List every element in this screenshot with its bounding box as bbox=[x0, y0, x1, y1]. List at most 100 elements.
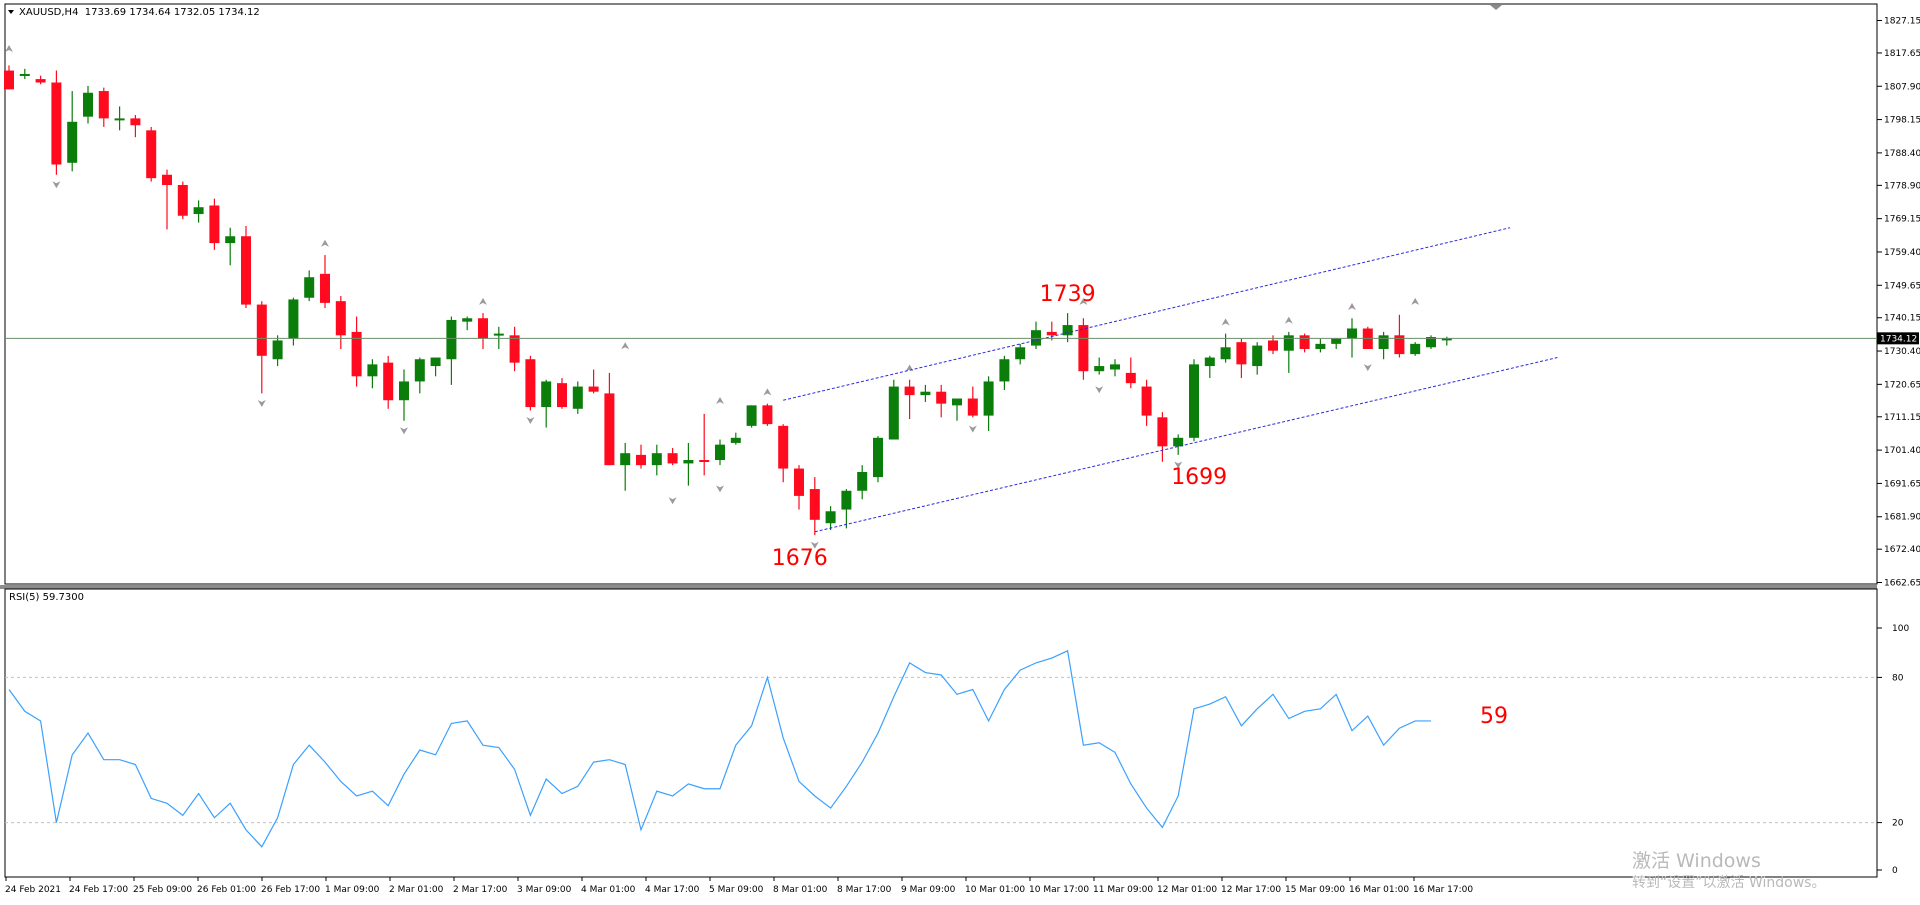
candle-body bbox=[146, 130, 157, 179]
time-axis-label: 2 Mar 01:00 bbox=[389, 885, 444, 895]
fractal-up-arrow-icon bbox=[1348, 302, 1356, 310]
candle-body bbox=[162, 174, 172, 186]
current-price-box bbox=[1877, 332, 1919, 345]
time-axis[interactable]: 24 Feb 2021 24 Feb 17:00 25 Feb 09:00 26 Fe… bbox=[5, 877, 1473, 895]
candle-body bbox=[588, 386, 599, 392]
rsi-axis[interactable]: 100 80 20 0 bbox=[1877, 624, 1909, 876]
annotation-low-1699: 1699 bbox=[1171, 465, 1227, 490]
candle-body bbox=[288, 299, 299, 339]
candle-body bbox=[825, 511, 836, 524]
price-axis[interactable]: 1827.15 1817.65 1807.90 1798.15 1788.40 1778.… bbox=[1884, 17, 1920, 589]
rsi-axis-label: 100 bbox=[1892, 624, 1909, 634]
candle-body bbox=[1268, 340, 1278, 351]
candle-body bbox=[67, 121, 78, 163]
fractal-down-arrow-icon bbox=[1363, 364, 1372, 372]
symbol-header: XAUUSD,H4 1733.69 1734.64 1732.05 1734.1… bbox=[19, 7, 260, 18]
price-axis-label: 1662.65 bbox=[1884, 579, 1920, 589]
candle-body bbox=[1110, 364, 1120, 370]
price-axis-label: 1681.90 bbox=[1884, 513, 1920, 523]
candle-body bbox=[367, 364, 378, 377]
scroll-shift-marker-icon[interactable] bbox=[1490, 5, 1502, 10]
pane-separator[interactable] bbox=[0, 585, 1877, 589]
candle-body bbox=[493, 333, 504, 336]
time-axis-label: 4 Mar 01:00 bbox=[581, 885, 636, 895]
price-axis-label: 1691.65 bbox=[1884, 479, 1920, 489]
candles-layer bbox=[4, 65, 1452, 536]
time-axis-label: 15 Mar 09:00 bbox=[1285, 885, 1345, 895]
fractal-up-arrow-icon bbox=[716, 396, 724, 404]
time-axis-label: 12 Mar 01:00 bbox=[1157, 885, 1217, 895]
time-axis-label: 25 Feb 09:00 bbox=[133, 885, 192, 895]
candle-body bbox=[509, 335, 520, 363]
channel-line bbox=[783, 227, 1511, 401]
candle-body bbox=[1141, 386, 1152, 416]
candle-body bbox=[1062, 325, 1073, 336]
candle-body bbox=[130, 118, 141, 126]
fractal-down-arrow-icon bbox=[526, 417, 535, 425]
price-axis-label: 1759.40 bbox=[1884, 248, 1920, 258]
price-axis-label: 1749.65 bbox=[1884, 281, 1920, 291]
candle-body bbox=[557, 383, 567, 408]
candle-body bbox=[83, 92, 93, 117]
price-axis-label: 1701.40 bbox=[1884, 446, 1920, 456]
candle-body bbox=[1046, 331, 1057, 336]
time-axis-label: 11 Mar 09:00 bbox=[1093, 885, 1153, 895]
price-grid bbox=[1877, 20, 1882, 583]
candle-body bbox=[778, 425, 789, 469]
fractal-up-arrow-icon bbox=[1411, 297, 1420, 305]
price-pane-frame[interactable] bbox=[4, 3, 1878, 585]
candle-body bbox=[1252, 345, 1263, 367]
candle-body bbox=[177, 185, 188, 216]
candle-body bbox=[809, 489, 820, 520]
time-axis-label: 24 Feb 17:00 bbox=[69, 885, 128, 895]
candle-body bbox=[320, 273, 330, 303]
fractal-up-arrow-icon bbox=[1284, 316, 1293, 324]
symbol-menu-arrow-icon[interactable] bbox=[8, 10, 14, 14]
candle-body bbox=[1204, 357, 1215, 367]
candle-body bbox=[304, 277, 315, 298]
candle-body bbox=[430, 357, 441, 367]
price-axis-label: 1827.15 bbox=[1884, 17, 1920, 27]
channel-layer bbox=[783, 227, 1558, 533]
price-axis-label: 1711.15 bbox=[1884, 413, 1920, 423]
candle-body bbox=[1173, 437, 1184, 447]
candle-body bbox=[794, 468, 804, 496]
candle-body bbox=[1299, 335, 1310, 349]
candle-body bbox=[351, 331, 362, 377]
candle-body bbox=[414, 359, 425, 382]
candle-body bbox=[667, 453, 678, 464]
time-axis-label: 1 Mar 09:00 bbox=[325, 885, 380, 895]
candle-body bbox=[383, 362, 394, 401]
fractal-down-arrow-icon bbox=[400, 427, 408, 435]
fractal-up-arrow-icon bbox=[5, 45, 13, 53]
time-axis-label: 16 Mar 17:00 bbox=[1413, 885, 1473, 895]
candle-body bbox=[1426, 337, 1436, 348]
candle-body bbox=[446, 319, 457, 360]
price-axis-label: 1740.15 bbox=[1884, 314, 1920, 324]
candle-body bbox=[604, 393, 615, 466]
fractal-up-arrow-icon bbox=[1221, 318, 1230, 326]
candle-body bbox=[746, 405, 757, 426]
time-axis-label: 10 Mar 01:00 bbox=[965, 885, 1025, 895]
candle-body bbox=[1236, 342, 1247, 365]
time-axis-label: 26 Feb 17:00 bbox=[261, 885, 320, 895]
time-axis-label: 10 Mar 17:00 bbox=[1029, 885, 1089, 895]
candle-body bbox=[857, 471, 868, 491]
time-axis-label: 4 Mar 17:00 bbox=[645, 885, 700, 895]
fractal-down-arrow-icon bbox=[668, 497, 677, 505]
candle-body bbox=[478, 318, 488, 339]
candle-body bbox=[193, 207, 204, 215]
candle-body bbox=[983, 381, 994, 416]
price-axis-label: 1778.90 bbox=[1884, 181, 1920, 191]
candle-body bbox=[952, 398, 962, 406]
candle-body bbox=[967, 398, 978, 416]
fractal-up-arrow-icon bbox=[321, 239, 329, 247]
candle-body bbox=[399, 381, 409, 401]
time-axis-label: 26 Feb 01:00 bbox=[197, 885, 256, 895]
candle-body bbox=[651, 453, 662, 466]
candle-body bbox=[51, 82, 62, 165]
candle-body bbox=[683, 460, 694, 464]
